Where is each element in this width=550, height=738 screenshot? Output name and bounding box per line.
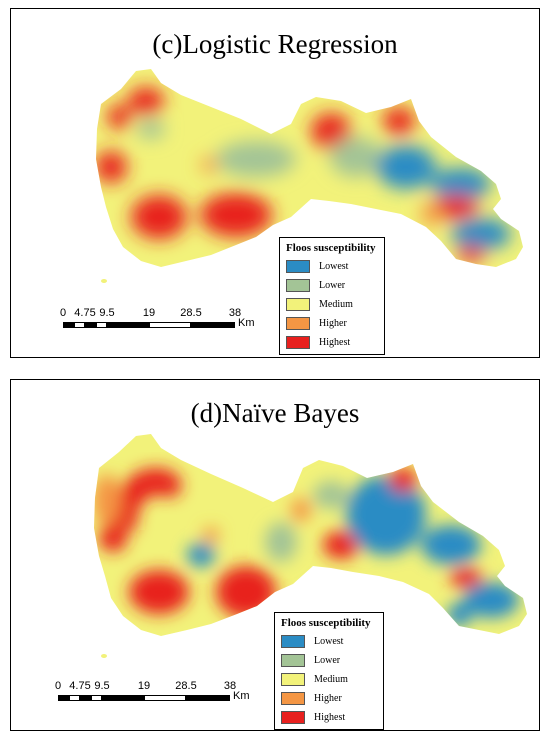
map-panel-d: (d)Naïve Bayes Floos susceptibility Lowe… [10,379,540,731]
legend-label: Medium [319,299,353,310]
scale-tick: 19 [137,680,151,692]
scale-segment [63,322,74,328]
scale-segment [107,322,149,328]
scale-segment [144,695,186,701]
legend-label: Highest [314,712,346,723]
legend-item-medium: Medium [286,295,378,314]
scale-segment [58,695,69,701]
susceptibility-map-c [96,69,523,283]
panel-title: (d)Naïve Bayes [190,398,360,428]
legend-swatch [281,673,305,686]
legend-label: Lowest [319,261,349,272]
scale-segment [69,695,80,701]
legend-label: Lower [314,655,341,666]
legend-swatch [286,279,310,292]
scale-tick: 19 [142,307,156,319]
legend-item-lowest: Lowest [286,257,378,276]
legend-item-lowest: Lowest [281,632,377,651]
scale-segment [80,695,91,701]
legend-label: Highest [319,337,351,348]
legend-swatch [286,260,310,273]
legend-label: Lower [319,280,346,291]
scale-tick: 4.75 [74,307,96,319]
scale-tick: 38 [223,680,237,692]
scale-segment [149,322,191,328]
map-panel-c: (c)Logistic Regression Floos susceptibil… [10,8,540,358]
legend: Floos susceptibility Lowest Lower Medium… [274,612,384,730]
legend-swatch [286,317,310,330]
legend-item-higher: Higher [286,314,378,333]
scale-tick: 9.5 [94,680,110,692]
legend-swatch [281,711,305,724]
scale-tick: 28.5 [180,307,202,319]
panel-title: (c)Logistic Regression [152,29,398,59]
legend-swatch [286,298,310,311]
scale-tick: 4.75 [69,680,91,692]
scale-unit: Km [238,317,255,329]
legend-label: Lowest [314,636,344,647]
scale-segment [186,695,230,701]
legend-title: Floos susceptibility [281,617,371,629]
legend-label: Higher [314,693,342,704]
legend-item-highest: Highest [286,333,378,352]
legend-swatch [286,336,310,349]
legend-item-lower: Lower [286,276,378,295]
scale-tick: 0 [54,680,62,692]
legend-item-lower: Lower [281,651,377,670]
scale-segment [74,322,85,328]
legend: Floos susceptibility Lowest Lower Medium… [279,237,385,355]
scale-tick: 38 [228,307,242,319]
scale-segment [91,695,102,701]
legend-item-higher: Higher [281,689,377,708]
legend-item-highest: Highest [281,708,377,727]
legend-swatch [281,654,305,667]
scale-segment [191,322,235,328]
scale-segment [85,322,96,328]
scale-tick: 28.5 [175,680,197,692]
scale-bar: 0 4.75 9.5 19 28.5 38 Km [51,307,255,337]
scale-segment [102,695,144,701]
legend-swatch [281,635,305,648]
scale-unit: Km [233,690,250,702]
scale-tick: 0 [59,307,67,319]
susceptibility-map-d [94,434,527,658]
legend-label: Higher [319,318,347,329]
scale-segment [96,322,107,328]
legend-swatch [281,692,305,705]
legend-title: Floos susceptibility [286,242,376,254]
legend-label: Medium [314,674,348,685]
legend-item-medium: Medium [281,670,377,689]
scale-tick: 9.5 [99,307,115,319]
scale-bar: 0 4.75 9.5 19 28.5 38 Km [46,680,250,710]
